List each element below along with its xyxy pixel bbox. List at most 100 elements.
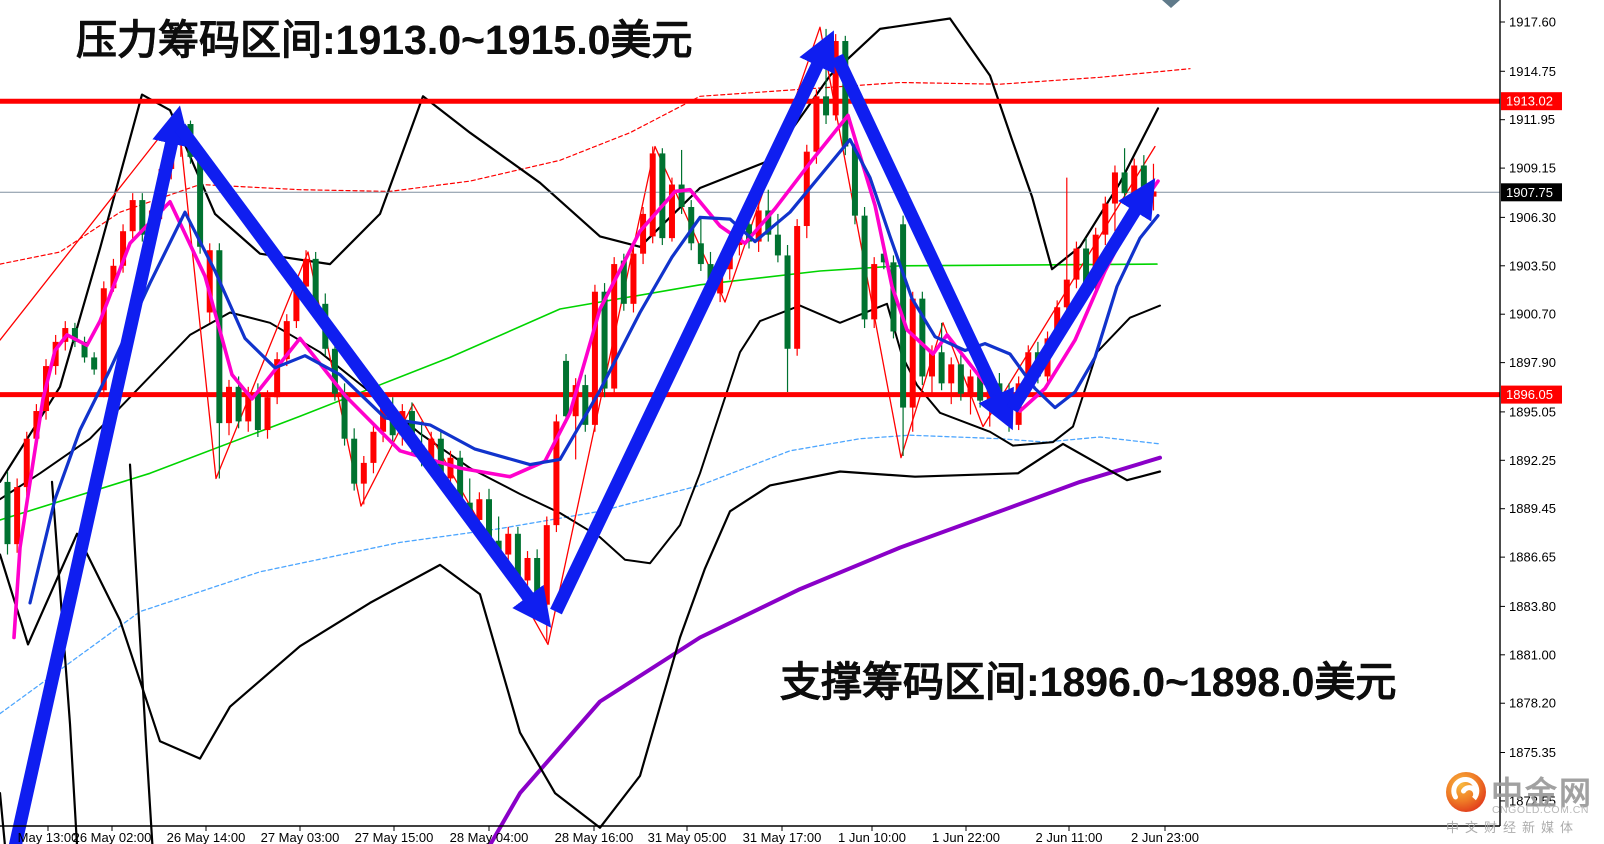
price-tick-label: 1900.70 [1509,307,1556,322]
price-tick-label: 1914.75 [1509,64,1556,79]
candle-body [563,360,570,417]
candle-body [341,393,348,439]
candle-body [4,481,11,545]
candle-body [1102,203,1109,235]
support-annotation: 支撑筹码区间:1896.0~1898.0美元 [780,659,1397,705]
candle-body [851,146,858,216]
ma-purple [488,455,1162,844]
candle [861,207,868,329]
trend-arrow [831,53,1014,431]
candle [1111,165,1118,232]
time-tick-label: May 13:00 [18,830,79,844]
candle-body [957,364,964,394]
candle-body [129,200,136,232]
candle-body [871,264,878,320]
bollinger-lower-dive-3 [128,463,154,844]
price-tick-label: 1878.20 [1509,696,1556,711]
candle-body [553,421,560,526]
candle-body [678,184,685,208]
candle-body [486,499,492,541]
price-tick-label: 1903.50 [1509,258,1556,273]
trend-arrow [1006,178,1156,413]
candle [274,352,281,405]
watermark-brand: 中金网 [1491,775,1594,811]
price-tick-label: 1917.60 [1509,15,1556,30]
candle [900,215,907,456]
candle-body [823,96,830,116]
candle-body [1073,248,1080,280]
price-badge-1907.75: 1907.75 [1501,183,1562,202]
trend-arrow [550,30,835,615]
time-tick-label: 26 May 14:00 [167,830,246,844]
candle [360,455,367,505]
candle-body [514,533,521,581]
candle-body [611,264,618,389]
candle [919,291,926,386]
candle [4,471,11,555]
dashed-red-band [0,68,1191,265]
candle-body [909,298,916,408]
candle-body [1121,172,1128,194]
candle-body [428,438,435,460]
price-badge-1896.05: 1896.05 [1501,385,1562,404]
candle [351,428,358,491]
time-tick-label: 1 Jun 10:00 [838,830,906,844]
candle-body [81,341,88,358]
time-tick-label: 2 Jun 11:00 [1036,830,1103,844]
price-badge-value: 1896.05 [1506,387,1553,402]
candle [649,146,656,244]
candle-body [630,253,637,304]
candle-body [880,253,887,263]
candle-body [505,533,512,555]
trend-arrows-layer [8,30,1156,844]
candle-body [640,213,647,254]
price-tick-label: 1889.45 [1509,501,1556,516]
candle-body [457,457,464,503]
candle-body [746,224,753,242]
chart-shift-marker [1162,0,1180,8]
candle-body [832,41,839,116]
candle [688,200,695,251]
candle [197,149,204,254]
candle [14,478,21,553]
candle-body [697,243,704,265]
candle-body [803,151,810,227]
candle-body [919,298,926,377]
price-tick-label: 1886.65 [1509,550,1556,565]
candle-body [1063,279,1070,308]
candle-body [688,207,695,244]
price-tick-label: 1911.95 [1509,112,1555,127]
price-tick-label: 1892.25 [1509,453,1556,468]
candle-body [283,321,290,360]
price-tick-label: 1909.15 [1509,161,1556,176]
time-tick-label: 31 May 05:00 [648,830,727,844]
candle-body [360,462,367,484]
candle [225,379,232,436]
candle-body [794,226,801,349]
candle-body [139,200,146,235]
price-badges-layer: 1913.02 1907.75 1896.05 [1501,92,1562,404]
candle [909,291,916,432]
candle-body [572,385,579,417]
time-tick-label: 27 May 03:00 [261,830,340,844]
dashed-blue-band [0,434,1161,715]
candle-body [254,393,261,431]
candle [697,217,704,271]
candle [553,414,560,533]
candle-body [543,525,550,605]
candle-body [408,411,415,446]
price-tick-label: 1872.55 [1509,793,1556,808]
bollinger-lower [0,442,1162,829]
candle-body [591,291,598,425]
candle [659,148,666,246]
candle [832,34,839,121]
candle [794,219,801,356]
candle [640,207,647,265]
candle [1063,177,1070,316]
candle-body [33,411,40,439]
price-badge-1913.02: 1913.02 [1501,92,1562,111]
axes-layer: 1917.60 1914.75 1911.95 1909.15 1906.30 1903.… [0,0,1556,844]
price-tick-label: 1897.90 [1509,355,1556,370]
candle [630,246,637,313]
